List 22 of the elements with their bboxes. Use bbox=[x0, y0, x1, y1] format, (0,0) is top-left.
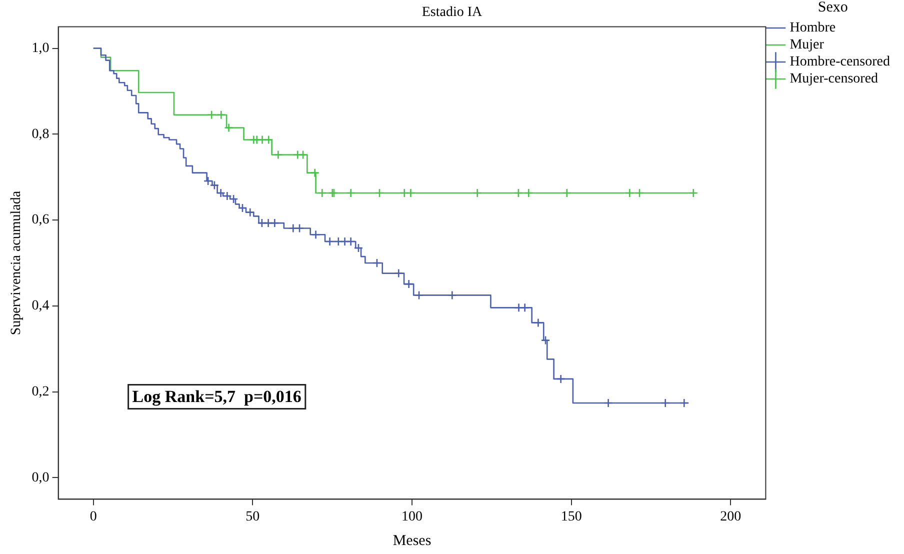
x-tick-label: 200 bbox=[720, 509, 742, 524]
legend-label: Hombre bbox=[790, 20, 836, 36]
annotation: Log Rank=5,7 p=0,016 bbox=[132, 387, 302, 406]
x-tick-label: 50 bbox=[246, 509, 260, 524]
point bbox=[354, 243, 364, 253]
y-tick-label: 1,0 bbox=[32, 40, 50, 56]
y-tick-label: 0,0 bbox=[32, 470, 50, 486]
x-tick-label: 100 bbox=[402, 509, 423, 524]
legend-title: Sexo bbox=[818, 0, 848, 16]
y-tick-label: 0,4 bbox=[32, 298, 50, 314]
x-axis-title: Meses bbox=[392, 532, 432, 549]
legend-label: Hombre-censored bbox=[790, 54, 890, 70]
point bbox=[540, 336, 550, 345]
legend-label: Mujer bbox=[790, 38, 824, 53]
y-tick-label: 0,2 bbox=[32, 384, 50, 400]
x-tick-label: 0 bbox=[90, 509, 97, 524]
y-tick-label: 0,8 bbox=[32, 126, 50, 142]
legend-label: Mujer-censored bbox=[790, 72, 878, 87]
y-axis-title: Supervivencia acumulada bbox=[9, 190, 24, 336]
chart-title: Estadio IA bbox=[422, 5, 484, 20]
y-tick-label: 0,6 bbox=[32, 212, 50, 228]
x-tick-label: 150 bbox=[560, 509, 582, 524]
